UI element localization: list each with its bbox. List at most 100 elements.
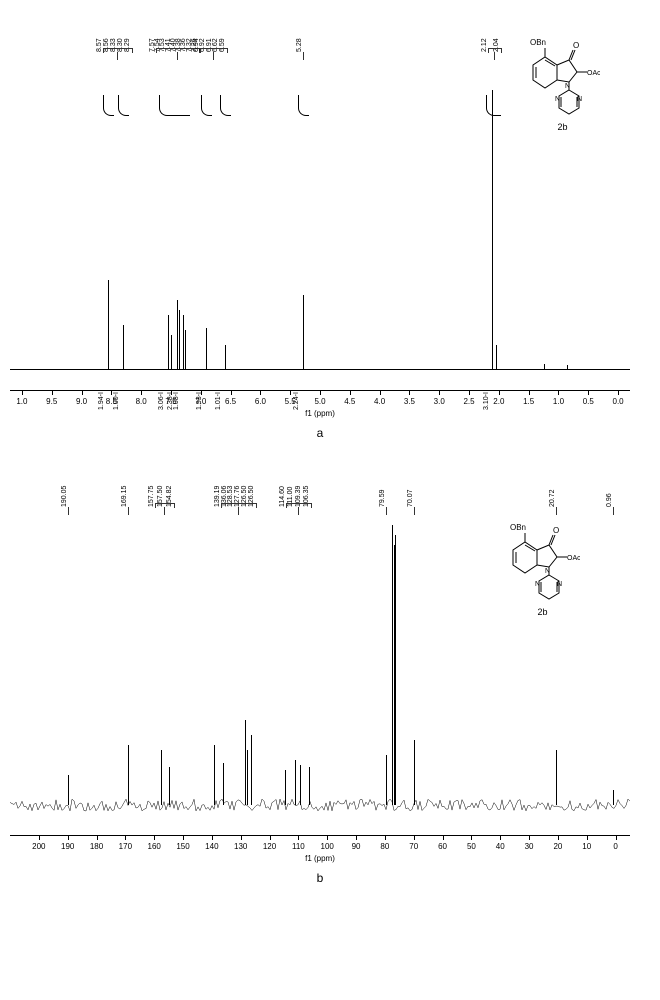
tick-label: 190 bbox=[61, 842, 74, 851]
svg-text:OBn: OBn bbox=[530, 38, 546, 47]
peak bbox=[223, 763, 224, 805]
peak bbox=[179, 310, 180, 370]
tick-label: 90 bbox=[352, 842, 361, 851]
integral-curve bbox=[220, 95, 231, 116]
integral-curve bbox=[159, 95, 190, 116]
tick-label: 40 bbox=[496, 842, 505, 851]
peak-ppm-label: 2.12 bbox=[481, 38, 488, 52]
peak bbox=[386, 755, 387, 805]
tick-label: 130 bbox=[234, 842, 247, 851]
peak-ppm-label: 139.19 bbox=[214, 486, 221, 507]
peak bbox=[251, 735, 252, 805]
c-nmr-axis-title: f1 (ppm) bbox=[305, 854, 335, 863]
peak bbox=[395, 535, 396, 805]
tick-label: 1.0 bbox=[16, 397, 27, 406]
peak bbox=[68, 775, 69, 805]
panel-b-label: b bbox=[10, 871, 630, 885]
peak-ppm-label: 169.15 bbox=[121, 486, 128, 507]
peak bbox=[245, 720, 246, 805]
peak bbox=[309, 767, 310, 805]
structure-a: OBn O OAc N N N 2b bbox=[525, 30, 600, 133]
peak bbox=[108, 280, 109, 370]
integral-curve bbox=[103, 95, 114, 116]
tick-label: 30 bbox=[525, 842, 534, 851]
peak bbox=[285, 770, 286, 805]
integral-curve bbox=[486, 95, 501, 116]
tick-label: 2.0 bbox=[493, 397, 504, 406]
peak bbox=[206, 328, 207, 370]
structure-label-b: 2b bbox=[505, 607, 580, 618]
tick-label: 170 bbox=[119, 842, 132, 851]
tick-label: 3.0 bbox=[434, 397, 445, 406]
peak-ppm-label: 20.72 bbox=[549, 489, 556, 507]
tick-label: 160 bbox=[147, 842, 160, 851]
peak bbox=[300, 765, 301, 805]
peak bbox=[556, 750, 557, 805]
peak-ppm-label: 190.05 bbox=[61, 486, 68, 507]
tick-label: 1.0 bbox=[553, 397, 564, 406]
peak bbox=[247, 750, 248, 805]
peak bbox=[161, 765, 162, 805]
tick-label: 100 bbox=[321, 842, 334, 851]
tick-label: 180 bbox=[90, 842, 103, 851]
peak bbox=[128, 745, 129, 805]
peak bbox=[544, 364, 545, 370]
tick-label: 0.0 bbox=[613, 397, 624, 406]
h-nmr-plot: 8.578.568.338.308.297.577.547.537.417.40… bbox=[10, 10, 630, 391]
peak bbox=[613, 790, 614, 805]
svg-text:OAc: OAc bbox=[567, 555, 580, 562]
peak-ppm-label: 0.96 bbox=[606, 493, 613, 507]
svg-text:N: N bbox=[535, 581, 540, 588]
peak-ppm-label: 79.59 bbox=[379, 489, 386, 507]
svg-text:N: N bbox=[545, 568, 550, 575]
tick-label: 9.0 bbox=[76, 397, 87, 406]
peak-ppm-label: 70.07 bbox=[407, 489, 414, 507]
integral-curve bbox=[298, 95, 309, 116]
peak bbox=[171, 335, 172, 370]
tick-label: 8.5 bbox=[106, 397, 117, 406]
tick-label: 5.5 bbox=[285, 397, 296, 406]
structure-label-a: 2b bbox=[525, 122, 600, 133]
tick-label: 120 bbox=[263, 842, 276, 851]
tick-label: 80 bbox=[380, 842, 389, 851]
tick-label: 0.5 bbox=[583, 397, 594, 406]
tick-label: 110 bbox=[292, 842, 305, 851]
tick-label: 70 bbox=[409, 842, 418, 851]
peak bbox=[214, 745, 215, 805]
c-nmr-axis: f1 (ppm) 200 190 180 170 160 150 140 130 120 110 1… bbox=[10, 836, 630, 866]
tick-label: 6.5 bbox=[225, 397, 236, 406]
peak bbox=[123, 325, 124, 370]
tick-label: 140 bbox=[205, 842, 218, 851]
peak bbox=[185, 330, 186, 370]
peak-ppm-label: 114.60 bbox=[279, 486, 286, 507]
baseline bbox=[10, 369, 630, 370]
svg-text:N: N bbox=[555, 96, 560, 103]
tick-label: 10 bbox=[582, 842, 591, 851]
peak bbox=[225, 345, 226, 370]
integral-curve bbox=[118, 95, 129, 116]
svg-text:OBn: OBn bbox=[510, 523, 526, 532]
svg-text:OAc: OAc bbox=[587, 70, 600, 77]
tick-label: 150 bbox=[176, 842, 189, 851]
peak-ppm-label: 157.75 bbox=[148, 486, 155, 507]
h-nmr-axis: f1 (ppm) 1.09.59.08.58.07.57.06.56.05.55… bbox=[10, 391, 630, 421]
tick-label: 4.5 bbox=[344, 397, 355, 406]
peak bbox=[567, 365, 568, 370]
panel-a-label: a bbox=[10, 426, 630, 440]
svg-text:O: O bbox=[553, 526, 559, 535]
peak bbox=[183, 315, 184, 370]
svg-text:O: O bbox=[573, 41, 579, 50]
tick-label: 6.0 bbox=[255, 397, 266, 406]
tick-label: 1.5 bbox=[523, 397, 534, 406]
tick-label: 0 bbox=[613, 842, 617, 851]
c-nmr-noise bbox=[10, 815, 630, 835]
peak bbox=[295, 760, 296, 805]
tick-label: 9.5 bbox=[46, 397, 57, 406]
tick-label: 7.5 bbox=[165, 397, 176, 406]
structure-b: OBn O OAc N N N 2b bbox=[505, 515, 580, 618]
tick-label: 5.0 bbox=[314, 397, 325, 406]
tick-label: 200 bbox=[32, 842, 45, 851]
svg-text:N: N bbox=[557, 581, 562, 588]
c-nmr-spectrum: 190.05169.15157.75157.50154.82139.19136.… bbox=[10, 455, 630, 885]
peak bbox=[168, 315, 169, 370]
